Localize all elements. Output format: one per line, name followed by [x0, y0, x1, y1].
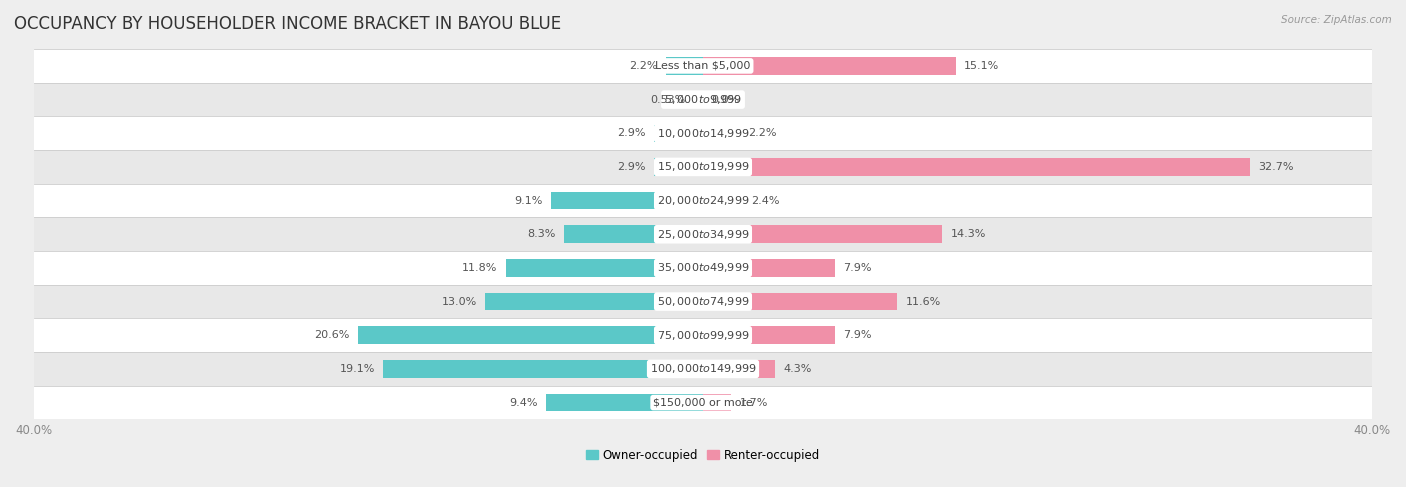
Bar	[703, 259, 835, 277]
Text: $50,000 to $74,999: $50,000 to $74,999	[657, 295, 749, 308]
Text: $75,000 to $99,999: $75,000 to $99,999	[657, 329, 749, 342]
Text: $5,000 to $9,999: $5,000 to $9,999	[664, 93, 742, 106]
Text: 15.1%: 15.1%	[965, 61, 1000, 71]
Text: Source: ZipAtlas.com: Source: ZipAtlas.com	[1281, 15, 1392, 25]
Bar	[34, 386, 1372, 419]
Bar	[564, 225, 703, 243]
Text: 2.2%: 2.2%	[748, 128, 776, 138]
Text: Less than $5,000: Less than $5,000	[655, 61, 751, 71]
Bar	[703, 125, 740, 142]
Text: $10,000 to $14,999: $10,000 to $14,999	[657, 127, 749, 140]
Bar	[703, 225, 942, 243]
Text: 7.9%: 7.9%	[844, 330, 872, 340]
Text: 2.2%: 2.2%	[630, 61, 658, 71]
Bar	[666, 57, 703, 75]
Text: $25,000 to $34,999: $25,000 to $34,999	[657, 228, 749, 241]
Bar	[703, 158, 1250, 176]
Text: 7.9%: 7.9%	[844, 263, 872, 273]
Bar	[703, 326, 835, 344]
Text: 9.1%: 9.1%	[515, 196, 543, 206]
Bar	[34, 251, 1372, 285]
Text: 32.7%: 32.7%	[1258, 162, 1294, 172]
Bar	[506, 259, 703, 277]
Bar	[34, 150, 1372, 184]
Bar	[384, 360, 703, 377]
Text: 11.6%: 11.6%	[905, 297, 941, 307]
Text: 0.0%: 0.0%	[711, 94, 740, 105]
Text: 4.3%: 4.3%	[783, 364, 811, 374]
Text: $20,000 to $24,999: $20,000 to $24,999	[657, 194, 749, 207]
Text: 14.3%: 14.3%	[950, 229, 986, 239]
Bar	[703, 57, 956, 75]
Text: $100,000 to $149,999: $100,000 to $149,999	[650, 362, 756, 375]
Bar	[695, 91, 703, 108]
Text: 2.9%: 2.9%	[617, 128, 647, 138]
Bar	[703, 394, 731, 412]
Text: 20.6%: 20.6%	[315, 330, 350, 340]
Bar	[359, 326, 703, 344]
Text: 8.3%: 8.3%	[527, 229, 555, 239]
Bar	[34, 217, 1372, 251]
Text: 11.8%: 11.8%	[461, 263, 498, 273]
Text: 0.53%: 0.53%	[651, 94, 686, 105]
Bar	[34, 285, 1372, 318]
Text: 19.1%: 19.1%	[340, 364, 375, 374]
Bar	[34, 184, 1372, 217]
Bar	[34, 83, 1372, 116]
Text: 2.4%: 2.4%	[752, 196, 780, 206]
Text: 2.9%: 2.9%	[617, 162, 647, 172]
Bar	[34, 318, 1372, 352]
Bar	[34, 352, 1372, 386]
Bar	[34, 49, 1372, 83]
Text: $35,000 to $49,999: $35,000 to $49,999	[657, 262, 749, 274]
Bar	[485, 293, 703, 310]
Bar	[703, 293, 897, 310]
Bar	[703, 192, 744, 209]
Legend: Owner-occupied, Renter-occupied: Owner-occupied, Renter-occupied	[586, 449, 820, 462]
Text: 13.0%: 13.0%	[441, 297, 477, 307]
Text: OCCUPANCY BY HOUSEHOLDER INCOME BRACKET IN BAYOU BLUE: OCCUPANCY BY HOUSEHOLDER INCOME BRACKET …	[14, 15, 561, 33]
Bar	[34, 116, 1372, 150]
Text: $150,000 or more: $150,000 or more	[654, 397, 752, 408]
Bar	[551, 192, 703, 209]
Bar	[654, 158, 703, 176]
Bar	[703, 360, 775, 377]
Bar	[546, 394, 703, 412]
Bar	[654, 125, 703, 142]
Text: 1.7%: 1.7%	[740, 397, 768, 408]
Text: $15,000 to $19,999: $15,000 to $19,999	[657, 160, 749, 173]
Text: 9.4%: 9.4%	[509, 397, 537, 408]
